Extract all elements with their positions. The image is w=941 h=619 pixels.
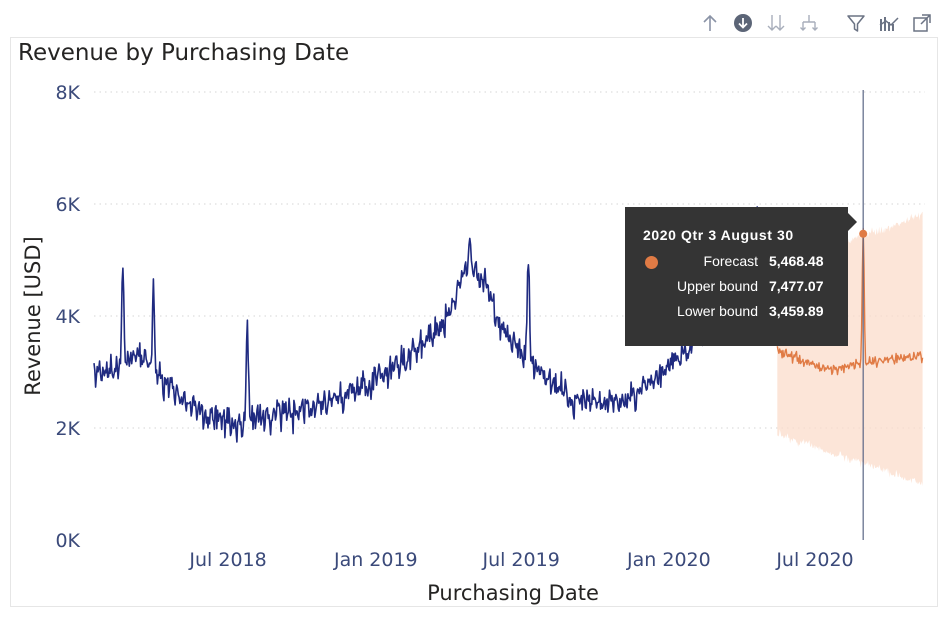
filter-icon [847, 15, 865, 32]
series-lines [93, 206, 924, 443]
focus-mode-icon [913, 14, 931, 32]
analytics-button[interactable] [878, 12, 900, 34]
drill-up-button[interactable] [699, 12, 721, 34]
forecast-marker-icon [645, 256, 658, 269]
y-tick-label: 0K [55, 530, 80, 552]
y-tick-label: 8K [55, 82, 80, 104]
filter-button[interactable] [845, 12, 867, 34]
forecast-series-line[interactable] [776, 227, 924, 376]
actual-series-line[interactable] [93, 206, 766, 443]
x-tick-label: Jul 2019 [481, 549, 559, 571]
tooltip-label: Upper bound [677, 278, 758, 294]
gridlines [94, 91, 925, 429]
tooltip-value: 3,459.89 [769, 303, 824, 319]
y-axis: 0K 2K 4K 6K 8K [55, 82, 80, 552]
analytics-icon [879, 17, 899, 31]
x-tick-label: Jan 2019 [333, 549, 418, 571]
y-tick-label: 4K [55, 306, 80, 328]
highlight-marker [859, 90, 868, 540]
drill-down-mode-icon [734, 14, 752, 32]
tooltip-label: Forecast [703, 253, 758, 269]
go-next-level-icon [767, 15, 785, 31]
x-tick-label: Jul 2018 [188, 549, 266, 571]
go-next-level-button[interactable] [765, 12, 787, 34]
x-axis: Jul 2018 Jan 2019 Jul 2019 Jan 2020 Jul 2020 [188, 549, 853, 571]
y-axis-title: Revenue [USD] [21, 236, 45, 395]
tooltip-row-upper-bound: Upper bound 7,477.07 [643, 278, 830, 303]
tooltip-arrow [848, 213, 857, 231]
expand-hierarchy-icon [800, 15, 818, 31]
tooltip-value: 7,477.07 [769, 278, 824, 294]
x-axis-title: Purchasing Date [427, 581, 599, 605]
visual-header-toolbar [688, 10, 933, 36]
tooltip-row-lower-bound: Lower bound 3,459.89 [643, 303, 830, 328]
expand-hierarchy-button[interactable] [798, 12, 820, 34]
tooltip-value: 5,468.48 [769, 253, 824, 269]
drill-up-icon [703, 14, 717, 31]
y-tick-label: 2K [55, 418, 80, 440]
highlighted-forecast-point[interactable] [859, 229, 868, 238]
focus-mode-button[interactable] [911, 12, 933, 34]
data-tooltip: 2020 Qtr 3 August 30 Forecast 5,468.48 U… [625, 207, 857, 346]
y-tick-label: 6K [55, 194, 80, 216]
x-tick-label: Jan 2020 [626, 549, 711, 571]
tooltip-row-forecast: Forecast 5,468.48 [643, 253, 830, 278]
chart-title: Revenue by Purchasing Date [18, 40, 350, 66]
drill-down-mode-button[interactable] [732, 12, 754, 34]
tooltip-title: 2020 Qtr 3 August 30 [643, 227, 794, 243]
x-tick-label: Jul 2020 [775, 549, 853, 571]
visual-container [10, 37, 938, 607]
tooltip-label: Lower bound [677, 303, 758, 319]
